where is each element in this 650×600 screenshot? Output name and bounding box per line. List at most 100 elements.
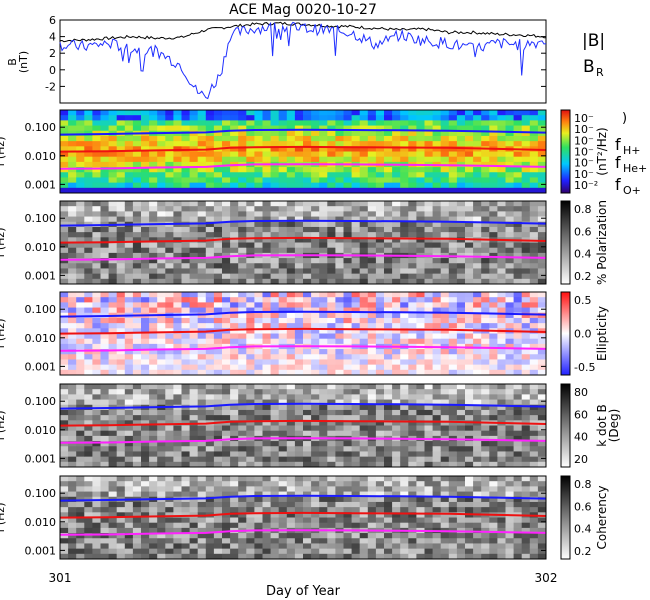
spectrogram-cell	[262, 512, 271, 518]
spectrogram-cell	[84, 389, 93, 395]
spectrogram-cell	[432, 404, 442, 411]
spectrogram-cell	[132, 211, 142, 217]
spectrogram-cell	[149, 486, 158, 492]
spectrogram-cell	[181, 399, 190, 406]
spectrogram-cell	[473, 364, 482, 371]
spectrogram-cell	[270, 328, 280, 334]
spectrogram-cell	[197, 135, 207, 142]
spectrogram-cell	[303, 167, 312, 173]
spectrogram-cell	[246, 226, 255, 233]
spectrogram-cell	[424, 548, 433, 555]
spectrogram-cell	[222, 172, 231, 178]
spectrogram-cell	[262, 420, 271, 426]
spectrogram-cell	[481, 221, 490, 228]
spectrogram-cell	[392, 446, 401, 452]
spectrogram-cell	[335, 333, 344, 340]
spectrogram-cell	[108, 338, 118, 345]
spectrogram-cell	[132, 461, 142, 468]
spectrogram-cell	[384, 512, 393, 518]
spectrogram-cell	[343, 364, 352, 371]
spectrogram-cell	[319, 359, 328, 366]
spectrogram-cell	[222, 491, 231, 498]
spectrogram-cell	[270, 420, 280, 426]
spectrogram-cell	[165, 425, 174, 432]
spectrogram-cell	[141, 435, 150, 442]
spectrogram-cell	[197, 533, 207, 539]
spectrogram-cell	[286, 302, 296, 308]
spectrogram-cell	[432, 553, 442, 560]
spectrogram-cell	[351, 441, 361, 447]
spectrogram-cell	[197, 226, 207, 233]
spectrogram-cell	[100, 343, 109, 350]
spectrogram-cell	[76, 415, 85, 421]
spectrogram-cell	[278, 151, 288, 158]
spectrogram-cell	[165, 522, 174, 529]
spectrogram-cell	[537, 430, 547, 437]
spectrogram-cell	[497, 156, 506, 163]
spectrogram-cell	[230, 167, 239, 173]
spectrogram-cell	[213, 425, 223, 432]
spectrogram-cell	[181, 389, 190, 395]
spectrogram-cell	[343, 389, 352, 395]
spectrogram-cell	[165, 307, 174, 314]
spectrogram-cell	[116, 486, 126, 492]
spectrogram-cell	[124, 201, 134, 207]
spectrogram-cell	[367, 130, 377, 137]
spectrogram-cell	[400, 420, 409, 426]
spectrogram-cell	[400, 177, 409, 184]
spectrogram-cell	[141, 278, 150, 285]
spectrogram-cell	[132, 399, 142, 406]
spectrogram-cell	[456, 268, 466, 275]
spectrogram-cell	[424, 156, 433, 163]
spectrogram-cell	[400, 278, 409, 285]
panel-frame	[59, 383, 547, 468]
spectrogram-cell	[456, 522, 466, 529]
spectrogram-cell	[68, 343, 77, 350]
spectrogram-cell	[497, 172, 506, 178]
spectrogram-cell	[481, 527, 490, 534]
spectrogram-cell	[92, 349, 101, 355]
spectrogram-cell	[246, 297, 255, 303]
spectrogram-cell	[529, 476, 539, 482]
spectrogram-cell	[375, 553, 385, 560]
spectrogram-cell	[465, 359, 474, 366]
spectrogram-cell	[157, 553, 166, 560]
spectrogram-cell	[408, 237, 417, 243]
spectrogram-cell	[100, 369, 109, 376]
spectrogram-cell	[222, 201, 231, 207]
spectrogram-cell	[278, 522, 288, 529]
spectrogram-cell	[197, 476, 207, 482]
spectrogram-cell	[165, 359, 174, 366]
spectrogram-cell	[456, 120, 466, 126]
spectrogram-cell	[238, 446, 247, 452]
spectrogram-cell	[400, 206, 409, 212]
spectrogram-cell	[84, 323, 93, 329]
spectrogram-cell	[400, 141, 409, 147]
spectrogram-cell	[351, 501, 361, 508]
spectrogram-cell	[408, 415, 417, 421]
spectrogram-cell	[213, 252, 223, 259]
spectrogram-cell	[367, 278, 377, 285]
spectrogram-cell	[424, 369, 433, 376]
spectrogram-cell	[181, 268, 190, 275]
spectrogram-cell	[108, 364, 118, 371]
spectrogram-cell	[92, 354, 101, 360]
spectrogram-cell	[481, 349, 490, 355]
spectrogram-cell	[230, 182, 239, 189]
spectrogram-cell	[311, 216, 320, 223]
spectrogram-cell	[473, 141, 482, 147]
colorbar-tick-label: 10⁻²	[574, 179, 598, 192]
spectrogram-cell	[513, 501, 523, 508]
spectrogram-cell	[319, 115, 328, 121]
spectrogram-cell	[311, 302, 320, 308]
spectrogram-cell	[311, 507, 320, 513]
spectrogram-cell	[343, 273, 352, 280]
spectrogram-cell	[303, 297, 312, 303]
spectrogram-cell	[157, 268, 166, 275]
spectrogram-cell	[311, 389, 320, 395]
spectrogram-cell	[76, 527, 85, 534]
spectrogram-cell	[440, 247, 450, 254]
spectrogram-cell	[319, 226, 328, 233]
spectrogram-cell	[327, 451, 336, 458]
spectrogram-cell	[440, 354, 450, 360]
